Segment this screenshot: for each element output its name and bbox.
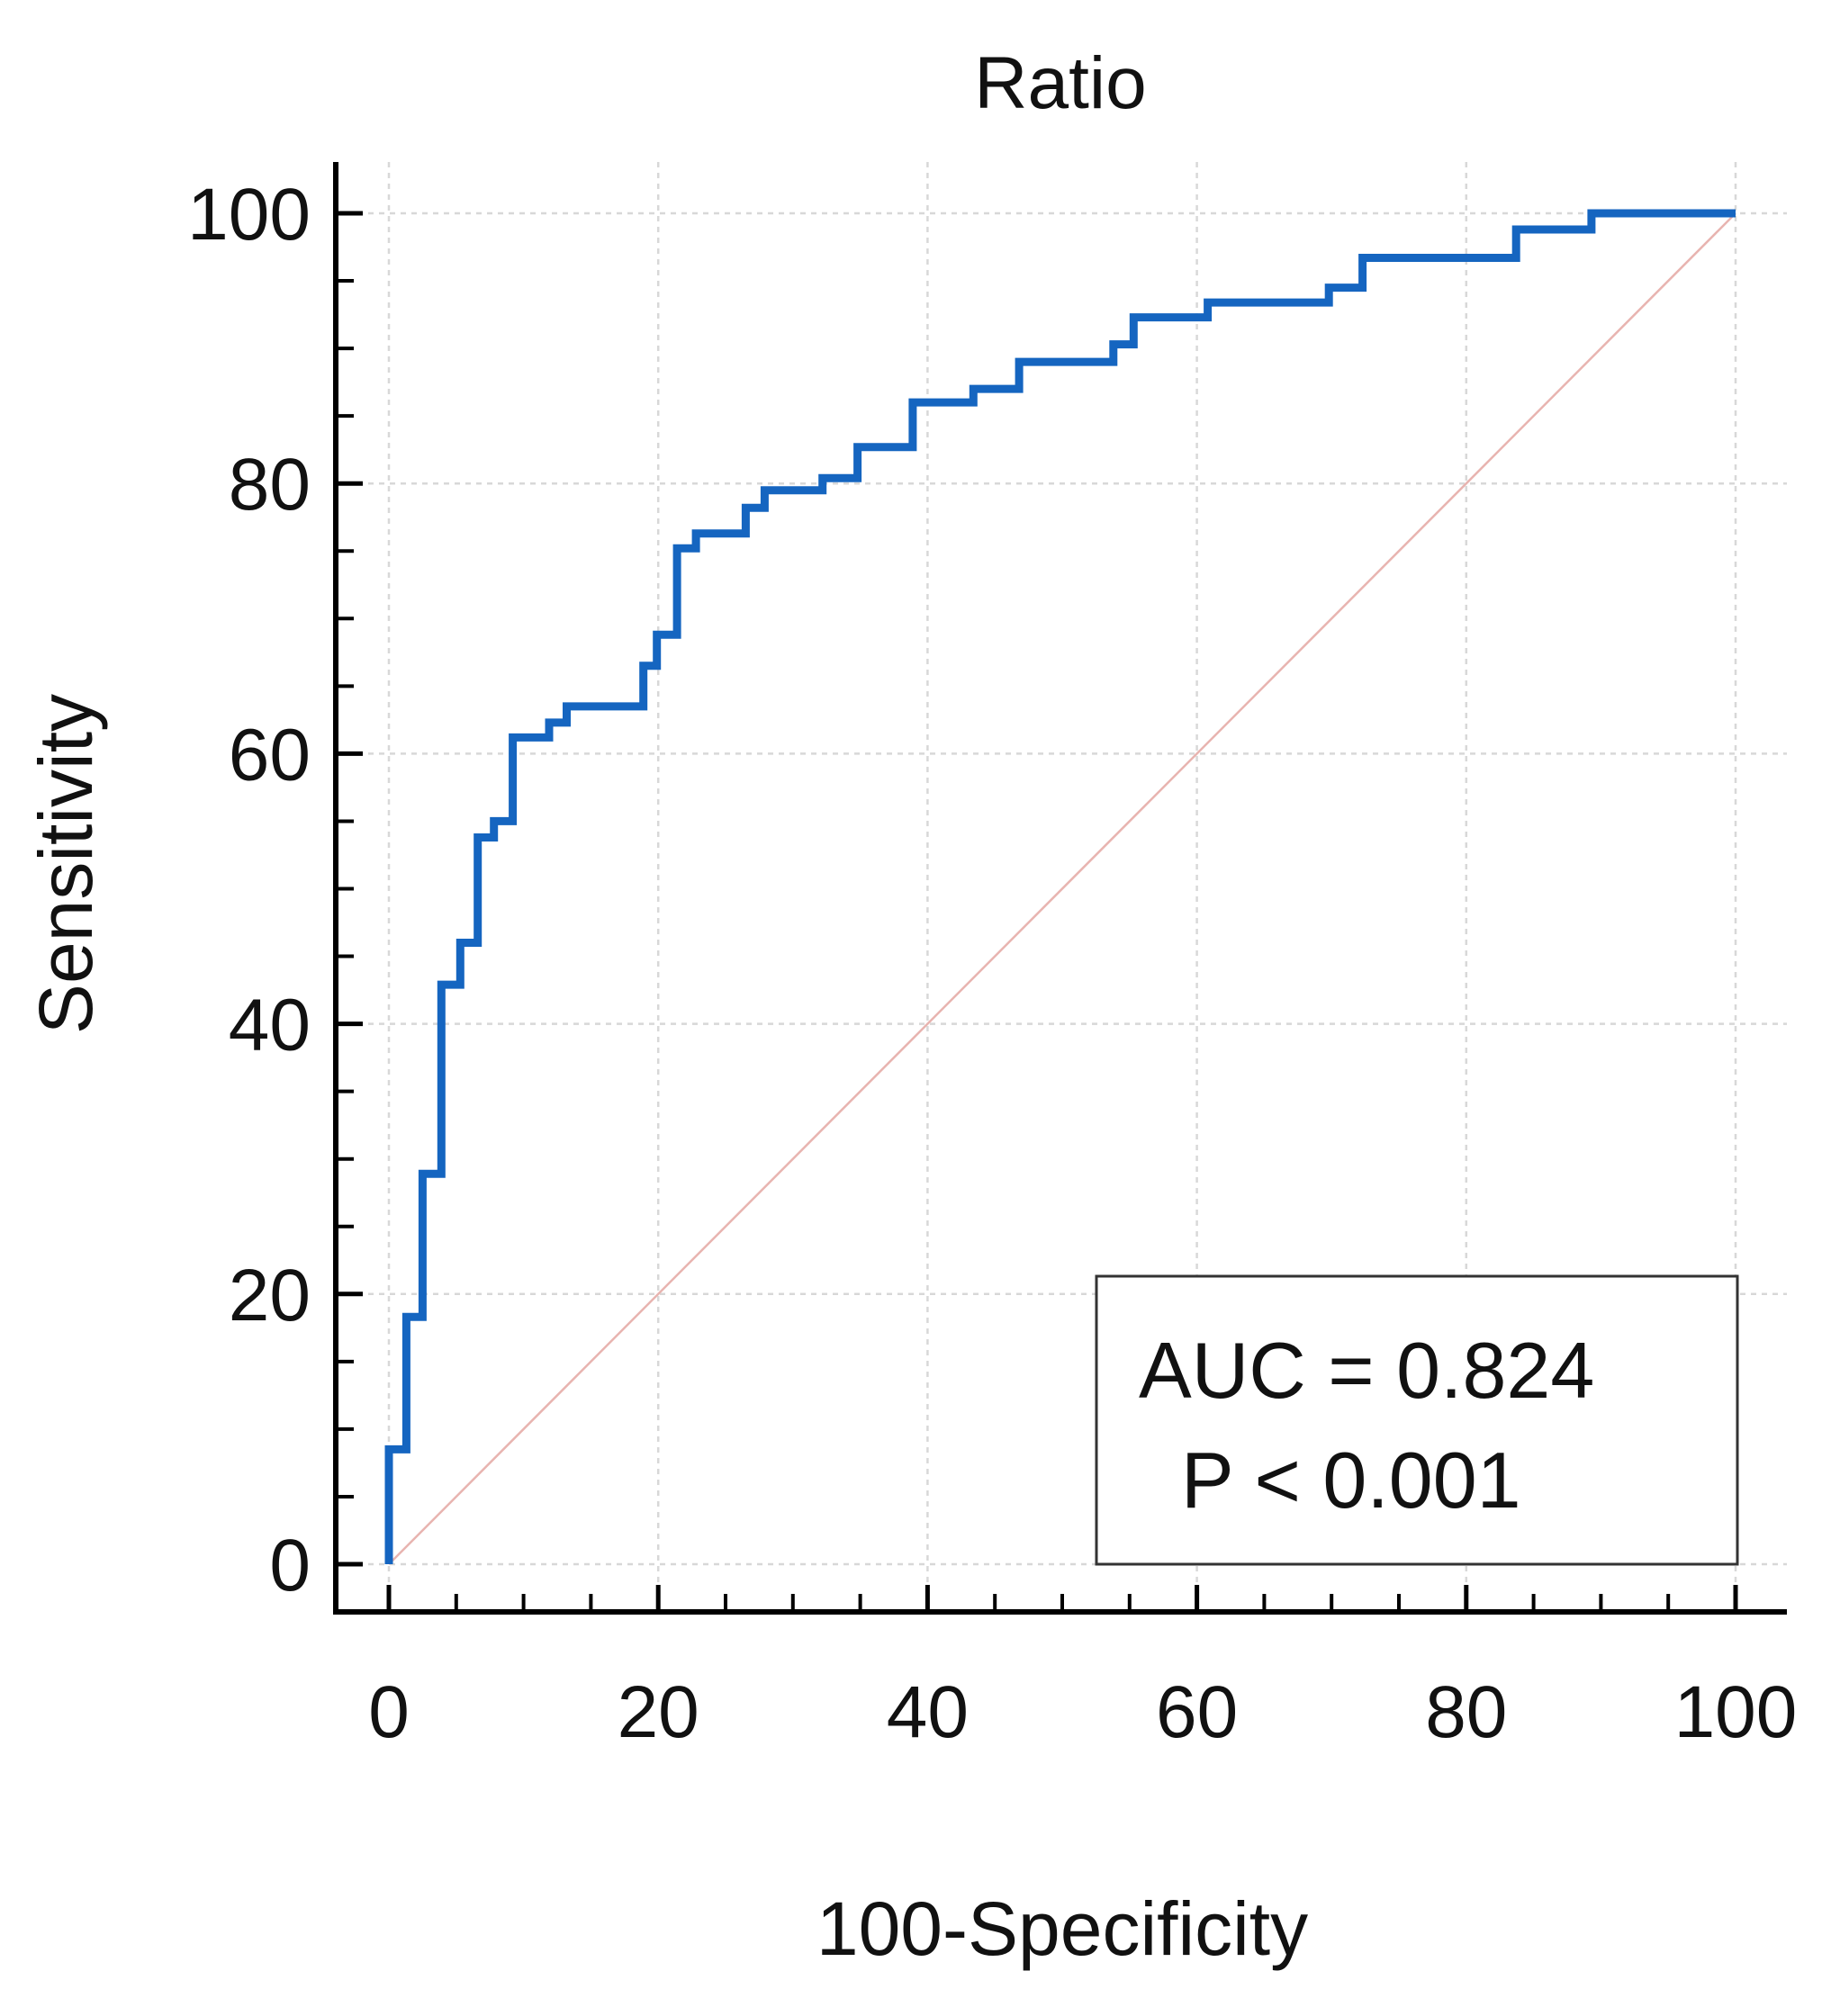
y-tick-labels: 0 20 40 60 80 100 — [187, 174, 311, 1606]
x-axis-title: 100-Specificity — [816, 1886, 1308, 1971]
x-tick-label-0: 0 — [368, 1671, 410, 1753]
y-tick-label-4: 80 — [229, 444, 311, 526]
chart-title: Ratio — [974, 42, 1146, 124]
reference-diagonal-line — [388, 212, 1736, 1565]
grid-lines — [336, 162, 1787, 1612]
y-tick-label-2: 40 — [229, 985, 311, 1066]
y-axis-title: Sensitivity — [23, 694, 108, 1034]
x-tick-label-3: 60 — [1156, 1671, 1238, 1753]
roc-curve-line — [384, 209, 1736, 1564]
x-tick-label-5: 100 — [1674, 1671, 1798, 1753]
auc-annotation-box: AUC = 0.824 P < 0.001 — [1095, 1274, 1739, 1566]
x-tick-labels: 0 20 40 60 80 100 — [368, 1671, 1797, 1753]
x-tick-label-1: 20 — [618, 1671, 699, 1753]
y-tick-label-0: 0 — [269, 1525, 311, 1606]
y-tick-label-1: 20 — [229, 1255, 311, 1336]
x-tick-label-4: 80 — [1425, 1671, 1507, 1753]
y-tick-label-3: 60 — [229, 714, 311, 796]
auc-value-label: AUC = 0.824 — [1139, 1326, 1594, 1415]
p-value-label: P < 0.001 — [1181, 1436, 1521, 1525]
minor-ticks — [336, 211, 1738, 1612]
x-tick-label-2: 40 — [887, 1671, 969, 1753]
y-tick-label-5: 100 — [187, 174, 311, 256]
